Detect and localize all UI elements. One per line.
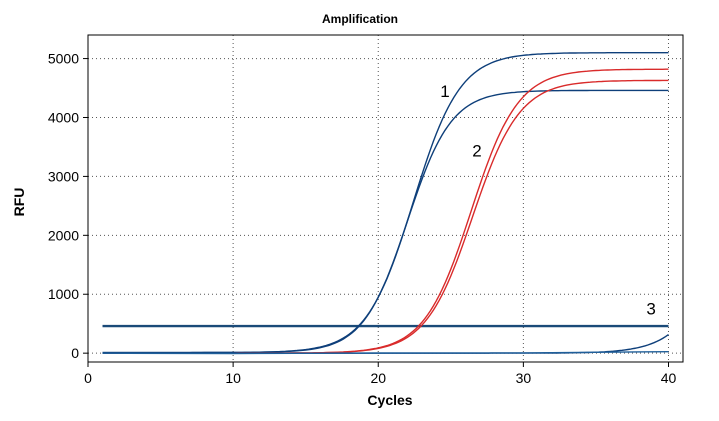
y-tick-label: 0: [71, 345, 79, 361]
series-line-1b: [102, 89, 669, 354]
x-tick-label: 40: [661, 370, 677, 386]
series-line-1a: [102, 52, 669, 354]
series-line-2a: [102, 68, 669, 354]
y-axis-title: RFU: [11, 188, 27, 217]
y-tick-label: 4000: [48, 109, 79, 125]
x-tick-label: 20: [370, 370, 386, 386]
chart-title: Amplification: [322, 12, 398, 26]
series-line-3b: [102, 351, 669, 355]
curve-label-1: 1: [440, 82, 449, 101]
axes: 0 10 20 30 40 0 1000 2000 3000 4000 5000: [48, 51, 677, 386]
x-tick-label: 10: [225, 370, 241, 386]
series-line-3a: [102, 334, 669, 354]
y-tick-label: 2000: [48, 227, 79, 243]
series-layer: [102, 52, 669, 355]
series-line-2b: [102, 79, 669, 354]
grid: [88, 35, 683, 362]
curve-label-2: 2: [472, 141, 481, 160]
y-tick-label: 5000: [48, 51, 79, 67]
curve-label-3: 3: [646, 299, 655, 318]
plot-frame: [87, 34, 684, 363]
x-axis-title: Cycles: [367, 392, 412, 408]
x-tick-label: 30: [516, 370, 532, 386]
annotations: 1 2 3: [440, 82, 656, 318]
y-tick-label: 3000: [48, 168, 79, 184]
y-tick-label: 1000: [48, 286, 79, 302]
x-tick-label: 0: [84, 370, 92, 386]
